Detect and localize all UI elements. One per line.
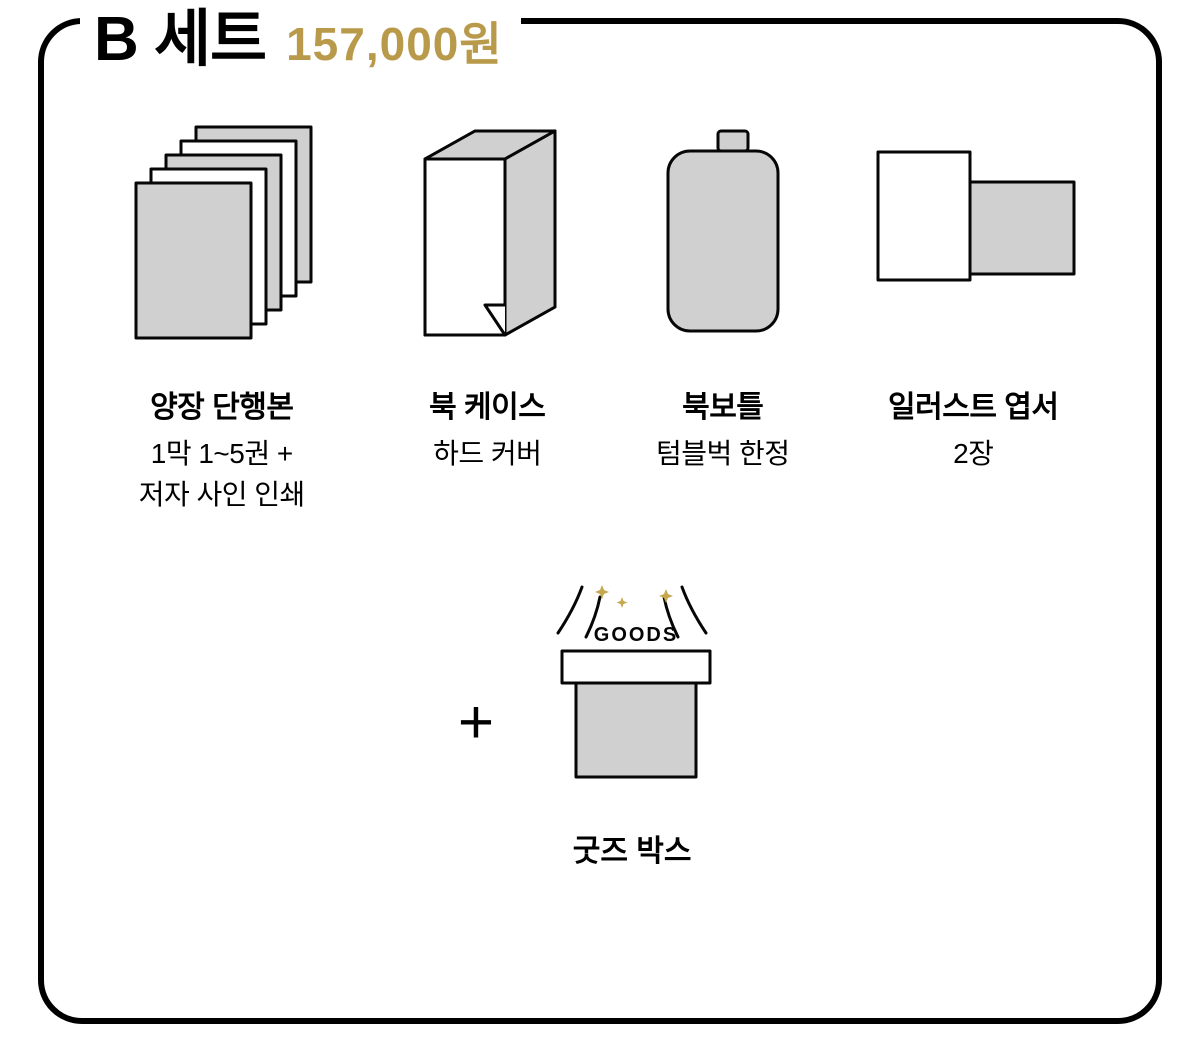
set-box: B 세트 157,000원 양장 단행본 1막 1~5권 +저자 사인 인쇄 <box>38 18 1162 1024</box>
goods-row: + GOODS <box>44 575 1156 870</box>
item-case: 북 케이스 하드 커버 <box>387 114 587 475</box>
postcard-title: 일러스트 엽서 <box>888 382 1058 426</box>
goods-title: 굿즈 박스 <box>573 826 692 870</box>
bottle-icon <box>643 114 803 354</box>
postcard-icon <box>858 114 1088 354</box>
case-title: 북 케이스 <box>429 382 545 426</box>
plus-icon: + <box>458 692 494 754</box>
set-header: B 세트 157,000원 <box>80 0 521 78</box>
items-row: 양장 단행본 1막 1~5권 +저자 사인 인쇄 북 케이스 하드 커버 <box>44 114 1156 515</box>
book-title: 양장 단행본 <box>150 382 293 426</box>
bottle-title: 북보틀 <box>682 382 763 426</box>
set-title: B 세트 <box>94 0 266 78</box>
goods-box-icon: GOODS <box>522 575 742 790</box>
bottle-sub: 텀블벅 한정 <box>656 434 790 475</box>
set-price: 157,000원 <box>286 8 503 74</box>
item-book: 양장 단행본 1막 1~5권 +저자 사인 인쇄 <box>112 114 332 515</box>
item-bottle: 북보틀 텀블벅 한정 <box>643 114 803 475</box>
case-sub: 하드 커버 <box>433 434 541 475</box>
book-stack-icon <box>112 114 332 354</box>
postcard-sub: 2장 <box>953 434 993 475</box>
book-sub: 1막 1~5권 +저자 사인 인쇄 <box>139 434 305 515</box>
goods-label: GOODS <box>594 624 678 646</box>
item-goods: GOODS 굿즈 박스 <box>522 575 742 870</box>
item-postcard: 일러스트 엽서 2장 <box>858 114 1088 475</box>
book-case-icon <box>387 114 587 354</box>
